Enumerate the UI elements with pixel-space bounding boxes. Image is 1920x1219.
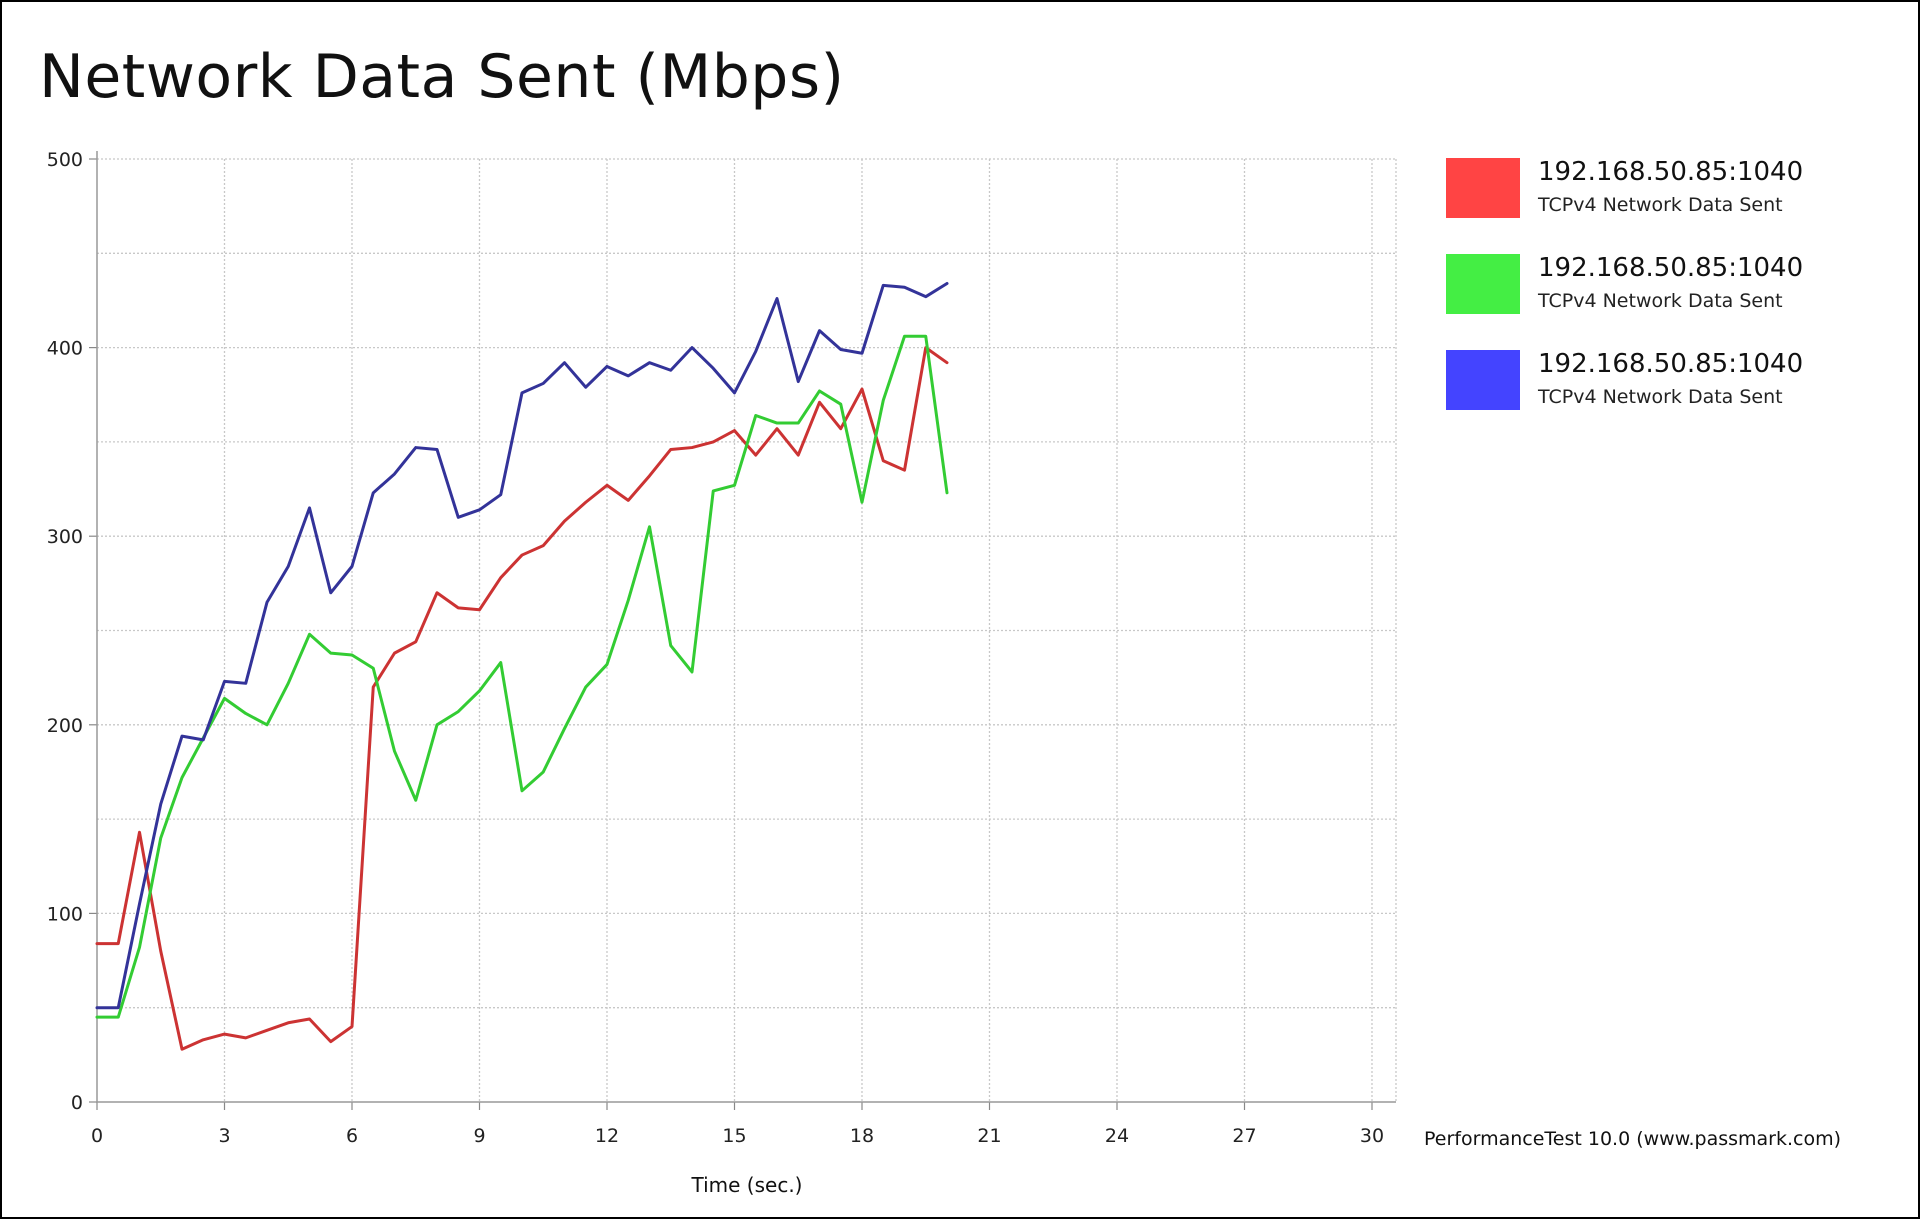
y-tick-label: 100: [47, 903, 83, 925]
legend-item: 192.168.50.85:1040 TCPv4 Network Data Se…: [1446, 349, 1906, 445]
legend-swatch: [1446, 350, 1520, 410]
series-lines: [95, 281, 949, 1051]
grid-lines: [97, 158, 1397, 1102]
legend-item: 192.168.50.85:1040 TCPv4 Network Data Se…: [1446, 253, 1906, 349]
x-tick-label: 30: [1360, 1125, 1384, 1147]
y-tick-label: 500: [47, 149, 83, 171]
series-line: [95, 346, 949, 1051]
x-tick-label: 24: [1105, 1125, 1129, 1147]
footer-credit: PerformanceTest 10.0 (www.passmark.com): [1424, 1128, 1842, 1150]
series-line: [95, 281, 949, 1010]
x-tick-label: 12: [595, 1125, 619, 1147]
legend-series-name: 192.168.50.85:1040: [1538, 253, 1804, 283]
x-tick-label: 15: [722, 1125, 746, 1147]
x-tick-label: 27: [1232, 1125, 1256, 1147]
legend-series-name: 192.168.50.85:1040: [1538, 157, 1804, 187]
y-tick-label: 200: [47, 715, 83, 737]
x-tick-label: 18: [850, 1125, 874, 1147]
legend-series-name: 192.168.50.85:1040: [1538, 349, 1804, 379]
y-tick-label: 400: [47, 338, 83, 360]
x-tick-label: 6: [346, 1125, 358, 1147]
y-tick-label: 300: [47, 526, 83, 548]
legend-series-description: TCPv4 Network Data Sent: [1538, 290, 1783, 312]
x-tick-label: 0: [91, 1125, 103, 1147]
series-line: [95, 334, 949, 1019]
legend-item: 192.168.50.85:1040 TCPv4 Network Data Se…: [1446, 157, 1906, 253]
legend-swatch: [1446, 158, 1520, 218]
x-tick-label: 21: [977, 1125, 1001, 1147]
x-tick-label: 3: [218, 1125, 230, 1147]
x-axis-title: Time (sec.): [691, 1173, 803, 1197]
chart-title: Network Data Sent (Mbps): [39, 42, 845, 112]
legend-series-description: TCPv4 Network Data Sent: [1538, 386, 1783, 408]
x-tick-label: 9: [473, 1125, 485, 1147]
legend: 192.168.50.85:1040 TCPv4 Network Data Se…: [1446, 157, 1906, 445]
legend-swatch: [1446, 254, 1520, 314]
y-tick-label: 0: [71, 1092, 83, 1114]
legend-series-description: TCPv4 Network Data Sent: [1538, 194, 1783, 216]
